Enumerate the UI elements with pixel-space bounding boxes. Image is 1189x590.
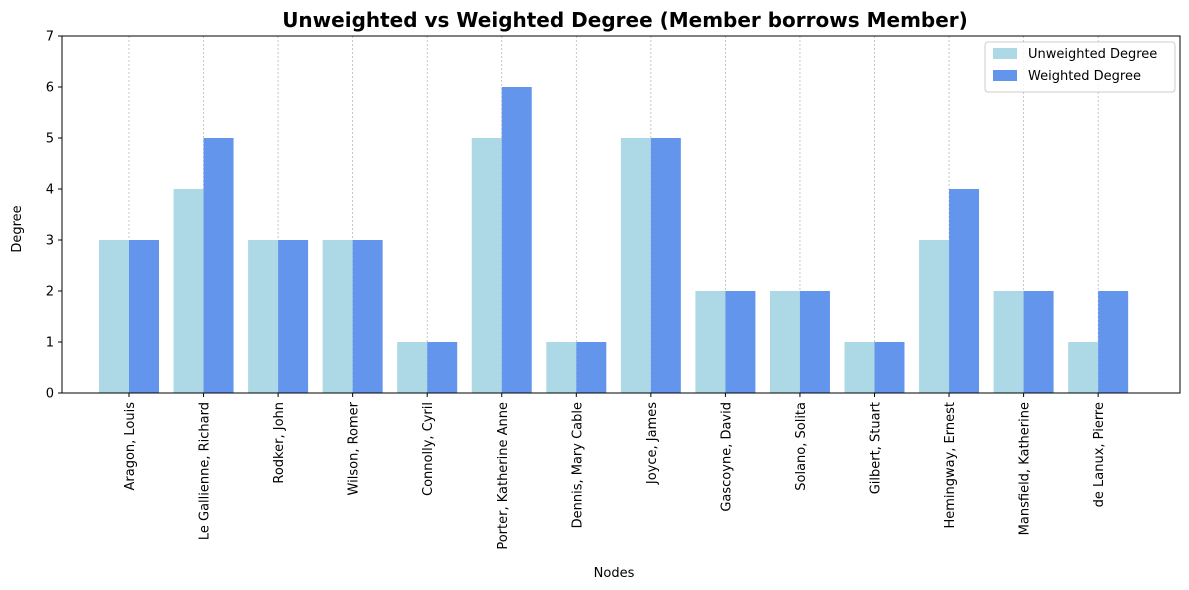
bar-unweighted: [844, 342, 875, 393]
bar-weighted: [203, 138, 234, 393]
y-tick-label: 2: [46, 285, 54, 300]
bar-unweighted: [397, 342, 428, 393]
x-tick-label: Aragon, Louis: [123, 402, 138, 491]
legend-box: [984, 41, 1176, 93]
x-tick-label: Joyce, James: [645, 402, 660, 485]
x-tick-label: Gilbert, Stuart: [869, 402, 884, 494]
y-tick-label: 3: [46, 234, 54, 249]
legend-label-unweighted: Unweighted Degree: [1028, 47, 1157, 62]
bar-unweighted: [99, 240, 129, 393]
y-tick-label: 4: [46, 183, 54, 198]
plot-frame: [61, 35, 1181, 394]
x-tick-label: Mansfield, Katherine: [1018, 402, 1033, 535]
bar-weighted: [501, 87, 532, 393]
y-tick-label: 5: [46, 132, 54, 147]
x-axis: Aragon, Louis Le Gallienne, Richard Rodker…: [123, 393, 1107, 550]
x-tick-label: Wilson, Romer: [347, 401, 362, 495]
y-tick-label: 7: [46, 30, 54, 45]
bar-weighted: [949, 189, 980, 393]
bar-weighted: [278, 240, 309, 393]
legend-swatch-unweighted: [993, 48, 1017, 59]
x-axis-label: Nodes: [594, 566, 635, 581]
x-tick-label: Le Gallienne, Richard: [198, 402, 213, 540]
bar-weighted: [129, 240, 159, 393]
bar-weighted: [352, 240, 383, 393]
bar-unweighted: [248, 240, 279, 393]
x-tick-label: Solano, Solita: [794, 402, 809, 491]
bar-weighted: [874, 342, 905, 393]
legend-swatch-weighted: [993, 70, 1017, 81]
bar-unweighted: [695, 291, 726, 393]
bar-weighted: [725, 291, 756, 393]
x-tick-label: de Lanux, Pierre: [1092, 402, 1107, 507]
y-tick-label: 0: [46, 387, 54, 402]
legend: Unweighted Degree Weighted Degree: [984, 41, 1176, 93]
bar-weighted: [576, 342, 607, 393]
bar-weighted: [1098, 291, 1129, 393]
bar-unweighted: [993, 291, 1024, 393]
bar-unweighted: [769, 291, 800, 393]
bar-unweighted: [620, 138, 651, 393]
y-tick-label: 1: [46, 336, 54, 351]
bar-weighted: [427, 342, 458, 393]
bar-unweighted: [173, 189, 204, 393]
y-tick-label: 6: [46, 81, 54, 96]
chart-title: Unweighted vs Weighted Degree (Member bo…: [282, 8, 968, 32]
x-tick-label: Porter, Katherine Anne: [496, 402, 511, 550]
bar-unweighted: [322, 240, 353, 393]
bar-unweighted: [919, 240, 950, 393]
y-axis: 0 1 2 3 4 5 6 7: [46, 30, 62, 402]
bars: [99, 87, 1129, 393]
bar-unweighted: [471, 138, 502, 393]
bar-unweighted: [546, 342, 577, 393]
bar-weighted: [650, 138, 681, 393]
x-tick-label: Gascoyne, David: [719, 402, 734, 512]
x-tick-label: Connolly, Cyril: [421, 402, 436, 496]
y-axis-label: Degree: [10, 205, 25, 252]
legend-label-weighted: Weighted Degree: [1028, 69, 1141, 84]
x-tick-label: Rodker, John: [272, 402, 287, 484]
bar-unweighted: [1068, 342, 1099, 393]
bar-weighted: [799, 291, 830, 393]
bar-weighted: [1023, 291, 1054, 393]
x-tick-label: Hemingway, Ernest: [943, 402, 958, 529]
x-tick-label: Dennis, Mary Cable: [570, 402, 585, 528]
